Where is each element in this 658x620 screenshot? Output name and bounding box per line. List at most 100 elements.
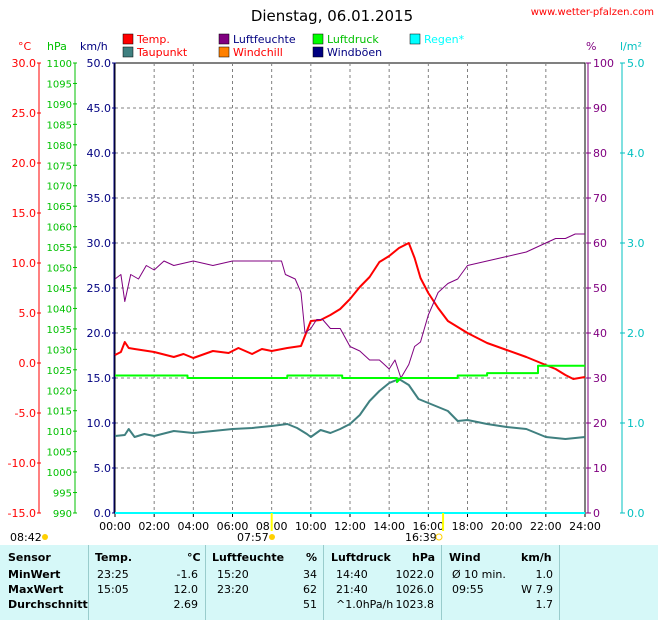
axis-label-temp: 30.0 bbox=[12, 57, 37, 70]
legend-swatch bbox=[122, 46, 134, 58]
axis-label-wind: 30.0 bbox=[87, 237, 112, 250]
axis-label-time: 02:00 bbox=[138, 520, 170, 533]
axis-label-temp: 25.0 bbox=[12, 107, 37, 120]
table-cell-hum_val: 34 bbox=[303, 568, 317, 581]
axis-label-hum: 20 bbox=[593, 417, 607, 430]
legend-swatch bbox=[122, 33, 134, 45]
axis-label-time: 06:00 bbox=[217, 520, 249, 533]
axis-label-press: 1015 bbox=[47, 407, 72, 418]
axis-label-hum: 30 bbox=[593, 372, 607, 385]
axis-label-press: 1090 bbox=[47, 100, 72, 111]
hdr-wind: Wind bbox=[449, 551, 481, 564]
weather-chart: Dienstag, 06.01.2015 www.wetter-pfalzen.… bbox=[8, 7, 654, 544]
axis-label-press: 1060 bbox=[47, 223, 72, 234]
table-cell-hum_time: 15:20 bbox=[217, 568, 249, 581]
legend-label: Temp. bbox=[136, 33, 170, 46]
axis-label-hum: 80 bbox=[593, 147, 607, 160]
axis-label-press: 1075 bbox=[47, 161, 72, 172]
axis-label-press: 1055 bbox=[47, 243, 72, 254]
table-cell-press_time: 21:40 bbox=[336, 583, 368, 596]
series-luftfeuchte bbox=[114, 233, 585, 379]
hdr-hum-unit: % bbox=[306, 551, 318, 564]
axis-label-temp: -15.0 bbox=[8, 507, 36, 520]
legend-swatch bbox=[409, 33, 421, 45]
axis-label-temp: 10.0 bbox=[12, 257, 37, 270]
site-link[interactable]: www.wetter-pfalzen.com bbox=[531, 7, 654, 18]
axis-label-time: 16:00 bbox=[412, 520, 444, 533]
hdr-sensor: Sensor bbox=[8, 551, 51, 564]
legend-swatch bbox=[218, 46, 230, 58]
legend-label: Windböen bbox=[327, 46, 382, 59]
table-cell-press_time: ^1.0hPa/h bbox=[336, 598, 394, 611]
axis-label-press: 1025 bbox=[47, 366, 72, 377]
series-temp bbox=[114, 242, 586, 380]
hdr-wind-unit: km/h bbox=[521, 551, 552, 564]
axis-label-wind: 15.0 bbox=[87, 372, 112, 385]
legend-swatch bbox=[312, 33, 324, 45]
table-cell-temp_val: -1.6 bbox=[176, 568, 198, 581]
table-cell-temp_time: 23:25 bbox=[97, 568, 129, 581]
axis-label-press: 1035 bbox=[47, 325, 72, 336]
axis-label-press: 1020 bbox=[47, 386, 72, 397]
axis-label-temp: 15.0 bbox=[12, 207, 37, 220]
hdr-press-unit: hPa bbox=[412, 551, 436, 564]
unit-press: hPa bbox=[47, 40, 67, 53]
series-layer bbox=[114, 233, 586, 514]
col-wind bbox=[441, 545, 560, 620]
axis-label-press: 1040 bbox=[47, 304, 72, 315]
axis-label-press: 1070 bbox=[47, 182, 72, 193]
axis-label-wind: 10.0 bbox=[87, 417, 112, 430]
axis-label-press: 1100 bbox=[47, 59, 72, 70]
series-luftdruck bbox=[115, 364, 585, 384]
axis-label-hum: 70 bbox=[593, 192, 607, 205]
sun-icon bbox=[42, 534, 48, 540]
table-cell-temp_val: 2.69 bbox=[173, 598, 199, 611]
axis-label-temp: 0.0 bbox=[19, 357, 37, 370]
table-cell-temp_time: 15:05 bbox=[97, 583, 129, 596]
axis-label-wind: 45.0 bbox=[87, 102, 112, 115]
axis-label-press: 1005 bbox=[47, 448, 72, 459]
table-cell-wind_time: 09:55 bbox=[452, 583, 484, 596]
axis-label-rain: 3.0 bbox=[627, 237, 645, 250]
axis-label-rain: 4.0 bbox=[627, 147, 645, 160]
table-cell-label: MaxWert bbox=[8, 583, 64, 596]
table-cell-press_val: 1023.8 bbox=[395, 598, 435, 611]
legend-label: Taupunkt bbox=[136, 46, 188, 59]
axis-label-press: 1000 bbox=[47, 468, 72, 479]
axis-label-rain: 0.0 bbox=[627, 507, 645, 520]
axis-label-hum: 90 bbox=[593, 102, 607, 115]
axis-label-temp: 20.0 bbox=[12, 157, 37, 170]
axis-label-time: 12:00 bbox=[334, 520, 366, 533]
axis-label-wind: 50.0 bbox=[87, 57, 112, 70]
table-cell-wind_val: 1.7 bbox=[535, 598, 554, 611]
axis-label-press: 1080 bbox=[47, 141, 72, 152]
axis-label-press: 1030 bbox=[47, 345, 72, 356]
sunrise-tick-time: 07:57 bbox=[237, 531, 269, 544]
axis-label-hum: 50 bbox=[593, 282, 607, 295]
axis-label-press: 1010 bbox=[47, 427, 72, 438]
axis-label-press: 1095 bbox=[47, 79, 72, 90]
hdr-temp: Temp. bbox=[95, 551, 133, 564]
legend-label: Luftfeuchte bbox=[233, 33, 296, 46]
axis-label-wind: 20.0 bbox=[87, 327, 112, 340]
table-cell-wind_time: Ø 10 min. bbox=[452, 568, 506, 581]
axis-label-hum: 10 bbox=[593, 462, 607, 475]
axes: 30.0 25.0 20.0 15.0 10.0 5.0 0.0 -5.0 -10.0 -15.0… bbox=[8, 57, 645, 533]
axis-label-wind: 25.0 bbox=[87, 282, 112, 295]
hdr-press: Luftdruck bbox=[331, 551, 391, 564]
axis-label-press: 990 bbox=[53, 509, 72, 520]
axis-label-time: 24:00 bbox=[569, 520, 601, 533]
axis-label-temp: -5.0 bbox=[15, 407, 36, 420]
col-press bbox=[323, 545, 442, 620]
table-cell-press_val: 1026.0 bbox=[395, 583, 435, 596]
axis-label-rain: 2.0 bbox=[627, 327, 645, 340]
axis-label-time: 18:00 bbox=[452, 520, 484, 533]
chart-title: Dienstag, 06.01.2015 bbox=[251, 7, 413, 25]
table-cell-wind_val: 1.0 bbox=[535, 568, 554, 581]
axis-label-time: 04:00 bbox=[177, 520, 209, 533]
sunrise-time: 08:42 bbox=[10, 531, 42, 544]
axis-label-rain: 5.0 bbox=[627, 57, 645, 70]
col-temp bbox=[88, 545, 206, 620]
axis-label-hum: 100 bbox=[593, 57, 614, 70]
